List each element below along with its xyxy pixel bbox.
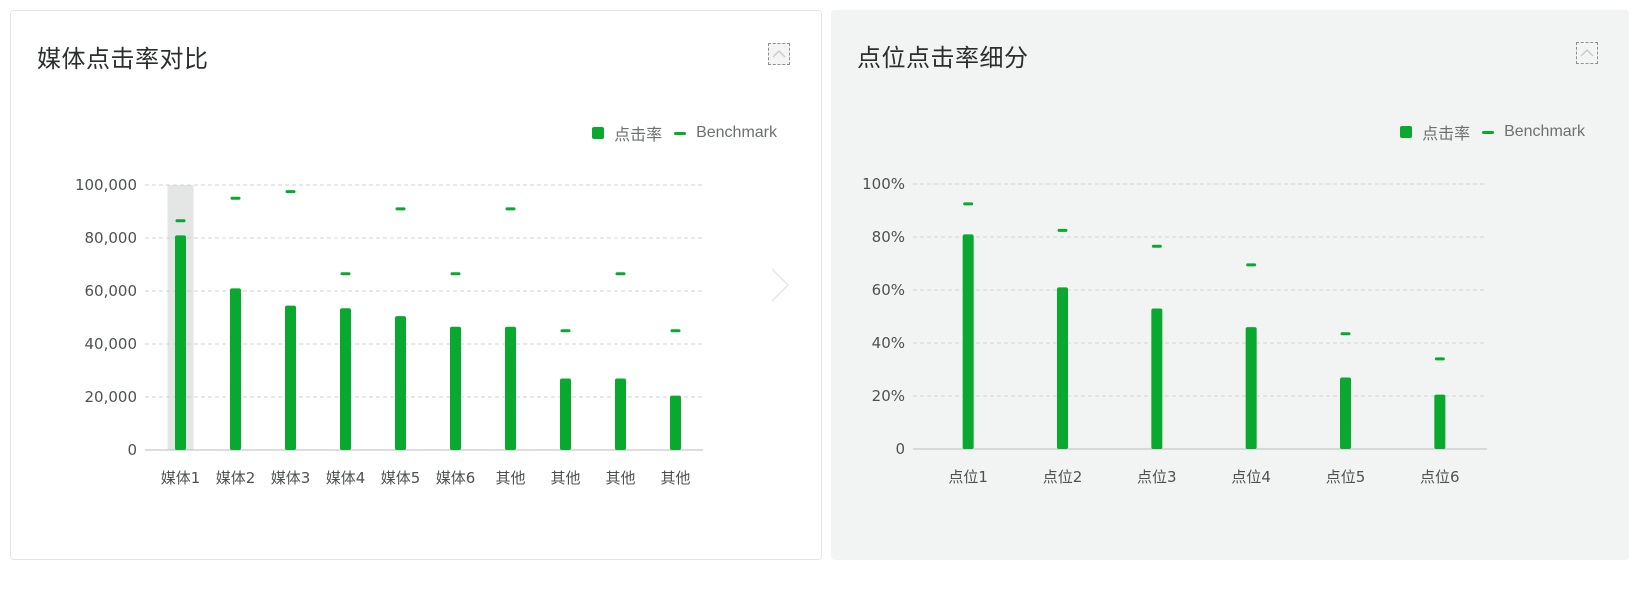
benchmark-marker[interactable] <box>230 196 241 200</box>
benchmark-marker[interactable] <box>963 202 974 206</box>
legend-item-ctr[interactable]: 点击率 <box>1400 120 1470 144</box>
x-tick-label: 媒体2 <box>216 469 256 487</box>
bar-ctr[interactable] <box>340 308 351 450</box>
x-tick-label: 媒体5 <box>381 469 421 487</box>
chevron-up-icon <box>772 49 786 58</box>
benchmark-marker[interactable] <box>1151 244 1162 248</box>
benchmark-marker[interactable] <box>175 219 186 223</box>
y-tick-label: 0 <box>895 440 905 458</box>
legend-label-ctr: 点击率 <box>1422 126 1471 143</box>
x-tick-label: 点位4 <box>1231 468 1271 486</box>
legend-swatch-benchmark <box>1482 130 1495 134</box>
bar-ctr[interactable] <box>670 395 681 450</box>
placement-ctr-title: 点位点击率细分 <box>857 44 1029 72</box>
bar-ctr[interactable] <box>962 234 974 449</box>
detail-pointer-arrow-fill <box>771 269 787 301</box>
benchmark-marker[interactable] <box>285 190 296 194</box>
placement-ctr-chart: 0 20% 40% 60% 80% 100% 点位1 点位2 点位3 点位4 点位5 点位6 <box>862 175 1487 486</box>
chevron-up-icon <box>1580 48 1594 57</box>
x-tick-label: 点位1 <box>948 468 988 486</box>
collapse-right-button[interactable] <box>1576 42 1598 64</box>
legend-right: 点击率 Benchmark <box>1388 120 1585 144</box>
y-tick-label: 60% <box>872 281 905 299</box>
bar-ctr[interactable] <box>230 288 241 450</box>
media-ctr-chart: 0 20,000 40,000 60,000 80,000 100,000 媒体1 媒体2 媒体… <box>75 176 703 487</box>
benchmark-marker[interactable] <box>615 272 626 276</box>
collapse-left-button[interactable] <box>768 43 790 65</box>
benchmark-marker[interactable] <box>395 207 406 211</box>
y-tick-label: 20% <box>872 387 905 405</box>
y-tick-label: 40,000 <box>85 335 138 353</box>
legend-swatch-bar <box>1400 126 1413 138</box>
bar-ctr[interactable] <box>1057 287 1068 449</box>
x-tick-label: 点位6 <box>1420 468 1460 486</box>
benchmark-marker[interactable] <box>505 207 516 211</box>
benchmark-marker[interactable] <box>1246 263 1257 267</box>
y-tick-label: 100% <box>862 175 905 193</box>
bar-ctr[interactable] <box>505 326 516 450</box>
legend-left: 点击率 Benchmark <box>580 121 777 145</box>
benchmark-marker[interactable] <box>450 272 461 276</box>
legend-item-benchmark[interactable]: Benchmark <box>1482 123 1585 141</box>
x-tick-label: 其他 <box>495 469 525 487</box>
x-tick-label: 媒体1 <box>161 469 201 487</box>
x-tick-label: 其他 <box>660 469 690 487</box>
benchmark-marker[interactable] <box>670 329 681 333</box>
legend-label-benchmark: Benchmark <box>1504 123 1585 140</box>
bar-ctr[interactable] <box>560 378 571 450</box>
x-tick-label: 点位5 <box>1326 468 1366 486</box>
legend-swatch-benchmark <box>674 131 687 135</box>
x-tick-label: 媒体6 <box>436 469 476 487</box>
legend-label-ctr: 点击率 <box>614 127 663 144</box>
y-tick-label: 0 <box>127 441 137 459</box>
bar-ctr[interactable] <box>1151 308 1163 449</box>
placement-ctr-card: 点位点击率细分 点击率 Benchmark 0 20% 40% 60% 80% 100% 点… <box>831 10 1629 560</box>
x-tick-label: 媒体3 <box>271 469 311 487</box>
x-tick-label: 点位3 <box>1137 468 1177 486</box>
legend-item-ctr[interactable]: 点击率 <box>592 121 662 145</box>
bar-ctr[interactable] <box>450 326 461 450</box>
x-tick-label: 其他 <box>605 469 635 487</box>
y-tick-label: 60,000 <box>85 282 138 300</box>
benchmark-marker[interactable] <box>560 329 571 333</box>
bar-ctr[interactable] <box>285 305 296 450</box>
y-tick-label: 80% <box>872 228 905 246</box>
bar-ctr[interactable] <box>615 378 626 450</box>
legend-label-benchmark: Benchmark <box>696 124 777 141</box>
y-tick-label: 40% <box>872 334 905 352</box>
benchmark-marker[interactable] <box>1057 228 1068 232</box>
x-tick-label: 媒体4 <box>326 469 366 487</box>
y-tick-label: 100,000 <box>75 176 137 194</box>
x-tick-label: 其他 <box>550 469 580 487</box>
benchmark-marker[interactable] <box>340 272 351 276</box>
media-ctr-card: 媒体点击率对比 点击率 Benchmark 0 20,000 40,000 60,00… <box>10 10 822 560</box>
media-ctr-title: 媒体点击率对比 <box>37 45 209 73</box>
x-tick-label: 点位2 <box>1043 468 1083 486</box>
y-tick-label: 20,000 <box>85 388 138 406</box>
y-tick-label: 80,000 <box>85 229 138 247</box>
benchmark-marker[interactable] <box>1340 332 1351 336</box>
bar-ctr[interactable] <box>395 316 406 450</box>
benchmark-marker[interactable] <box>1434 357 1445 361</box>
bar-ctr[interactable] <box>1434 394 1446 449</box>
bar-ctr[interactable] <box>1340 377 1351 449</box>
bar-ctr[interactable] <box>175 235 186 450</box>
bar-ctr[interactable] <box>1245 327 1257 449</box>
legend-item-benchmark[interactable]: Benchmark <box>674 124 777 142</box>
legend-swatch-bar <box>592 127 605 139</box>
